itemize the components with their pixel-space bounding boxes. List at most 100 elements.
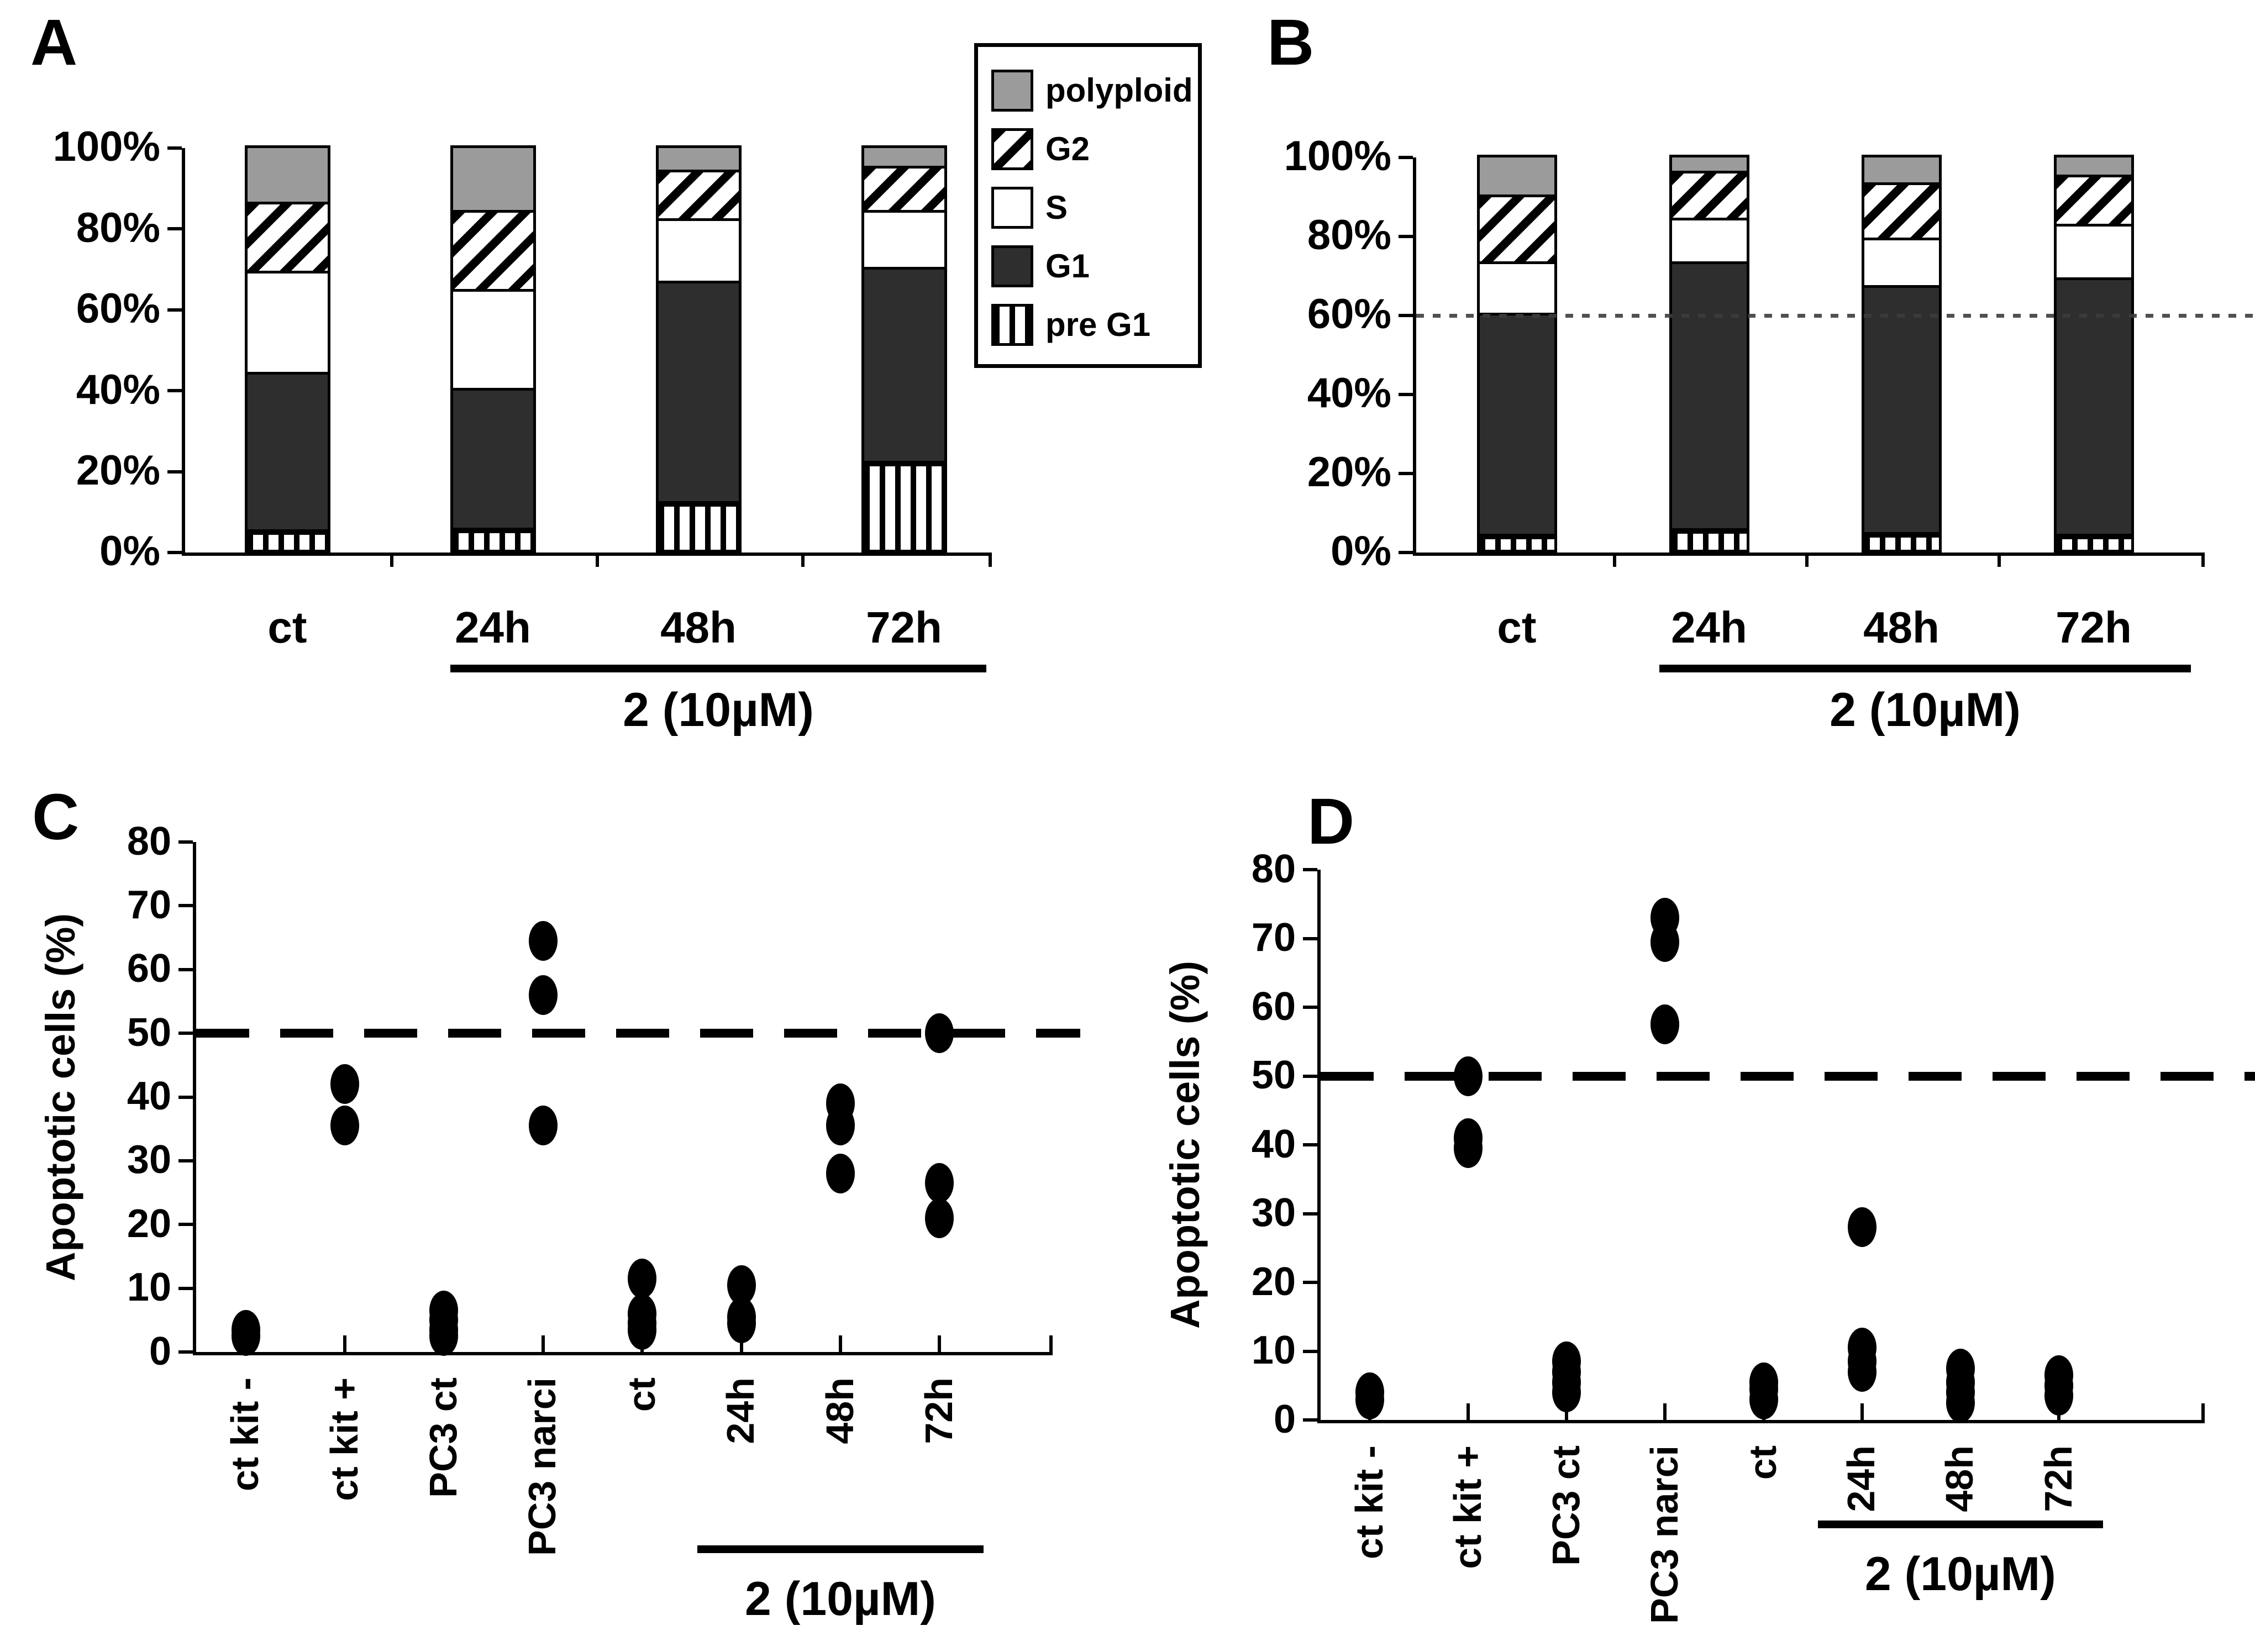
- y-tick-label: 40%: [76, 366, 160, 413]
- x-category-label: ct kit +: [322, 1377, 366, 1501]
- x-axis-tick: [739, 1335, 743, 1352]
- y-axis-tick: [1303, 1006, 1317, 1009]
- x-category-label: 24h: [1671, 603, 1747, 652]
- bar-segment-s: [1476, 261, 1557, 315]
- x-category-label: PC3 narci: [1643, 1445, 1686, 1624]
- bar-segment-pre-g1: [655, 504, 742, 553]
- x-axis-tick: [1998, 553, 2001, 567]
- y-axis-tick: [167, 227, 182, 231]
- x-category-label: ct kit -: [223, 1377, 267, 1492]
- bar-segment-g1: [1669, 261, 1749, 531]
- x-axis-baseline: [1413, 553, 2205, 556]
- s-phase-swatch-icon: [991, 187, 1033, 229]
- x-category-label: 24h: [455, 603, 531, 652]
- y-tick-label: 0: [1273, 1397, 1296, 1441]
- bar-segment-g2: [2053, 174, 2134, 227]
- reference-line-60pct: [1416, 314, 2255, 318]
- y-axis-tick: [1399, 472, 1413, 475]
- bar-segment-g2: [1669, 170, 1749, 221]
- bar-segment-polyploid: [244, 145, 330, 205]
- y-tick-label: 30: [127, 1138, 171, 1182]
- y-axis-tick: [1303, 1074, 1317, 1078]
- x-category-label: 72h: [866, 603, 942, 652]
- scatter-dot: [826, 1106, 855, 1146]
- panel-b-letter: B: [1267, 6, 1315, 79]
- y-tick-label: 20: [1251, 1259, 1296, 1304]
- scatter-dot: [330, 1064, 360, 1104]
- y-axis-tick: [1399, 393, 1413, 396]
- bar-segment-polyploid: [655, 145, 742, 172]
- bar-segment-g1: [655, 281, 742, 504]
- bar-segment-s: [450, 288, 536, 391]
- treatment-group-caption: 2 (10µM): [745, 1572, 936, 1625]
- bar-segment-polyploid: [861, 145, 947, 169]
- y-axis-tick: [178, 1159, 193, 1162]
- y-tick-label: 10: [127, 1265, 171, 1310]
- legend-item-pre-g1: pre G1: [991, 296, 1198, 354]
- y-tick-label: 0%: [99, 528, 160, 575]
- legend-item-polyploid: polyploid: [991, 61, 1198, 120]
- bar-segment-s: [1669, 218, 1749, 265]
- x-axis-tick: [390, 553, 393, 567]
- x-axis-baseline: [193, 1352, 1053, 1355]
- bar-segment-s: [861, 210, 947, 270]
- y-tick-label: 40: [1251, 1122, 1296, 1166]
- x-axis-tick: [1613, 553, 1616, 567]
- x-category-label: 24h: [1839, 1445, 1883, 1512]
- y-axis-title: Apoptotic cells (%): [1162, 960, 1208, 1329]
- x-category-label: 48h: [1863, 603, 1939, 652]
- scatter-dot: [925, 1198, 954, 1238]
- scatter-dot: [330, 1106, 360, 1146]
- scatter-dot: [1454, 1056, 1483, 1096]
- x-category-label: 48h: [1938, 1445, 1981, 1512]
- treatment-group-caption: 2 (10µM): [1830, 683, 2021, 736]
- y-tick-label: 40: [127, 1074, 171, 1119]
- y-tick-label: 0: [149, 1329, 171, 1374]
- x-category-label: 48h: [660, 603, 737, 652]
- panel-c-apoptosis-chart: 0 10 20 30 40 50 60 70 80 Apoptotic cells (%) ct k…: [38, 822, 1080, 1623]
- x-category-label: ct: [1741, 1445, 1785, 1480]
- bar-segment-polyploid: [1861, 155, 1942, 186]
- y-axis-tick: [1399, 314, 1413, 317]
- x-category-label: 72h: [917, 1377, 960, 1444]
- y-tick-label: 60%: [76, 285, 160, 333]
- y-axis-tick: [1303, 868, 1317, 871]
- x-category-label: PC3 narci: [521, 1377, 564, 1556]
- scatter-dot: [1847, 1351, 1876, 1392]
- y-tick-label: 60: [127, 946, 171, 991]
- y-axis-tick: [1303, 1143, 1317, 1146]
- bar-segment-g1: [2053, 277, 2134, 537]
- cell-cycle-legend: polyploid G2 S G1 pre G1: [974, 43, 1202, 368]
- polyploid-swatch-icon: [991, 70, 1033, 112]
- bar-segment-pre-g1: [1476, 536, 1557, 553]
- x-axis-tick: [938, 1335, 942, 1352]
- x-category-label: ct: [619, 1377, 663, 1412]
- x-axis-tick: [343, 1335, 347, 1352]
- y-axis-tick: [167, 551, 182, 554]
- scatter-dot: [826, 1153, 855, 1193]
- bar-segment-s: [655, 218, 742, 284]
- x-axis-tick: [541, 1335, 545, 1352]
- y-axis-tick: [167, 389, 182, 393]
- y-tick-label: 20%: [76, 447, 160, 494]
- scatter-dot: [628, 1309, 657, 1350]
- y-tick-label: 80: [127, 819, 171, 864]
- scatter-dot: [1650, 1004, 1680, 1045]
- bar-segment-polyploid: [450, 145, 536, 213]
- y-axis-tick: [1399, 551, 1413, 554]
- legend-item-g1: G1: [991, 237, 1198, 296]
- panel-b-cell-cycle-chart: 0% 20% 40% 60% 80% 100% ct 24h 48h 72h 2 (10µM): [1284, 135, 2255, 734]
- legend-label: polyploid: [1045, 72, 1193, 109]
- g1-swatch-icon: [991, 245, 1033, 287]
- bar-segment-pre-g1: [244, 532, 330, 553]
- y-tick-label: 50: [127, 1010, 171, 1055]
- x-category-label: 24h: [719, 1377, 763, 1444]
- y-axis-tick: [167, 146, 182, 150]
- scatter-dot: [1847, 1207, 1876, 1248]
- y-axis-tick: [167, 470, 182, 473]
- y-axis-tick: [178, 1223, 193, 1227]
- scatter-dot: [528, 975, 558, 1015]
- panel-c-letter: C: [32, 781, 80, 854]
- y-axis-tick: [1399, 235, 1413, 238]
- y-axis-spine: [193, 842, 196, 1352]
